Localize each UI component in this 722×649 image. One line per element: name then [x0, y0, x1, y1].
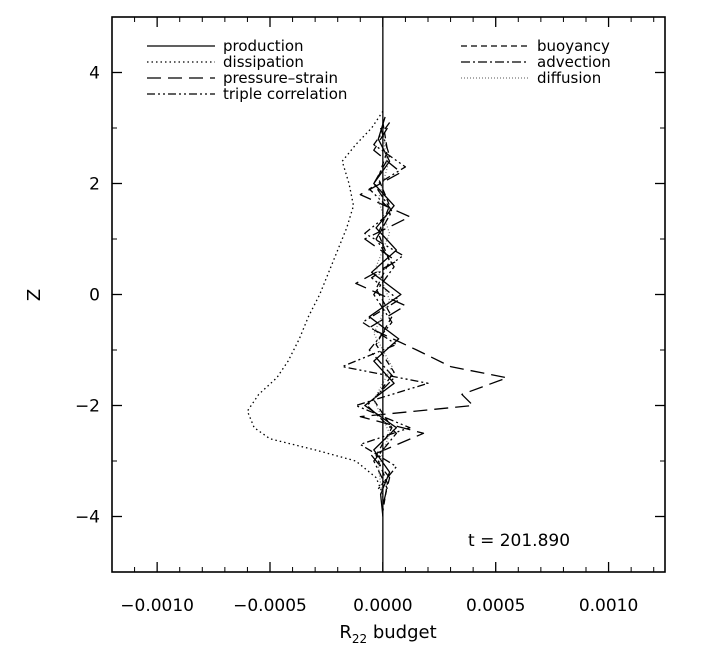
x-tick-label: 0.0005	[466, 596, 525, 616]
x-axis-title-main: R	[339, 622, 352, 643]
x-axis-title-suffix: budget	[367, 622, 437, 643]
legend-label-dissipation: dissipation	[223, 53, 304, 71]
time-annotation: t = 201.890	[468, 531, 570, 551]
legend-label-buoyancy: buoyancy	[537, 37, 610, 55]
y-tick-label: −2	[75, 397, 100, 417]
legend-label-triple-correlation: triple correlation	[223, 85, 347, 103]
series-dissipation	[246, 110, 384, 495]
series-diffusion	[373, 133, 393, 500]
plot-frame	[111, 16, 666, 573]
legend-label-diffusion: diffusion	[537, 69, 601, 87]
legend-label-pressure-strain: pressure–strain	[223, 69, 338, 87]
x-tick-label: −0.0005	[233, 596, 307, 616]
y-tick-label: 4	[89, 64, 100, 84]
series-layer	[246, 110, 508, 517]
x-tick-label: 0.0000	[353, 596, 412, 616]
x-axis-title: R22 budget	[339, 622, 436, 646]
y-tick-label: 0	[89, 286, 100, 306]
y-tick-label: 2	[89, 175, 100, 195]
x-tick-label: 0.0010	[579, 596, 638, 616]
series-buoyancy	[373, 122, 395, 512]
legend: productiondissipationpressure–straintrip…	[147, 37, 611, 103]
legend-label-advection: advection	[537, 53, 611, 71]
axes-layer: −0.0010 −0.0005 0.0000 0.0005 0.0010 −4 −2 0 2 4	[75, 16, 665, 616]
x-tick-label: −0.0010	[120, 596, 194, 616]
series-production	[364, 116, 402, 517]
legend-label-production: production	[223, 37, 304, 55]
y-axis-title: Z	[24, 289, 45, 301]
series-pressure-strain	[355, 127, 508, 506]
x-axis-title-subscript: 22	[352, 632, 367, 646]
y-tick-label: −4	[75, 508, 100, 528]
